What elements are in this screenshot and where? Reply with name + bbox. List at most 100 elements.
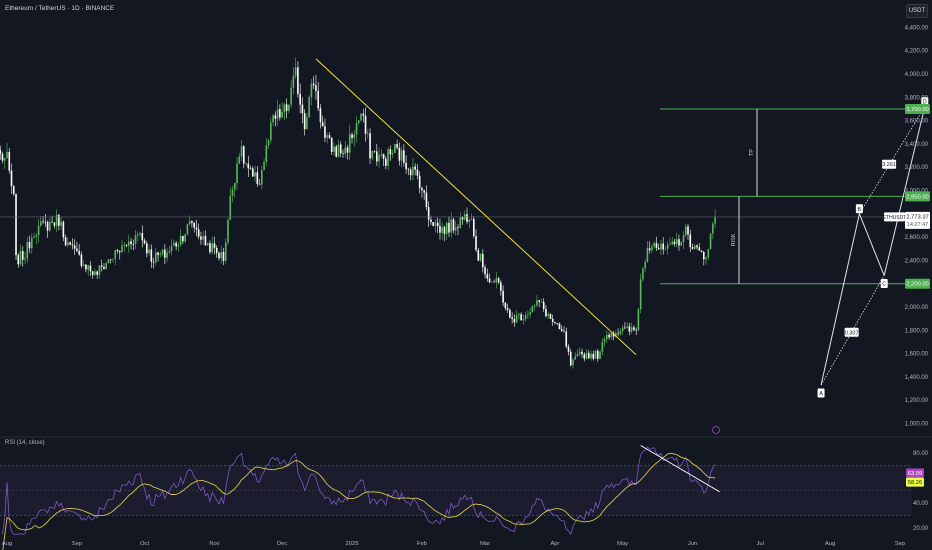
candle-body: [150, 249, 153, 262]
candle-body: [308, 97, 310, 118]
abcd-point-b-box: [855, 204, 863, 214]
candle-body: [468, 219, 471, 222]
candle-body: [587, 353, 590, 359]
candle-body: [448, 222, 450, 233]
candle-body: [175, 242, 177, 247]
candle-body: [488, 278, 491, 283]
currency-button[interactable]: USDT: [906, 4, 928, 18]
candle-body: [477, 250, 480, 261]
candle-body: [127, 241, 130, 246]
rsi-ma-label: 58.26: [908, 480, 923, 486]
candle-body: [529, 312, 531, 315]
candle-body: [51, 221, 53, 223]
drawings[interactable]: TP RISK A B C D 0.307 3.261: [0, 58, 929, 434]
candle-body: [19, 251, 22, 265]
candle-body: [123, 245, 126, 246]
candle-body: [0, 150, 2, 154]
symbol-tag-label: ETHUSDT: [883, 215, 907, 221]
price-tick-label: 1,200.00: [905, 398, 929, 404]
price-axis[interactable]: 4,400.00 4,200.00 4,000.00 3,800.00 3,600.00…: [2, 25, 930, 547]
time-tick-label: Sep: [895, 541, 905, 547]
candle-body: [297, 67, 299, 94]
candle-body: [617, 333, 619, 334]
candle-body: [624, 327, 626, 329]
candle-body: [78, 250, 80, 255]
candle-body: [439, 225, 441, 233]
candle-body: [1, 153, 4, 161]
candle-body: [633, 327, 635, 330]
candle-body: [67, 242, 69, 246]
abcd-leg: [858, 213, 885, 276]
price-tick-label: 4,000.00: [905, 72, 929, 78]
candle-body: [12, 186, 15, 195]
rsi-ma-tag: [906, 477, 924, 487]
time-tick-label: May: [617, 541, 628, 547]
candle-body: [430, 219, 432, 223]
candle-body: [606, 334, 608, 340]
candle-body: [556, 322, 559, 324]
candle-body: [680, 242, 683, 246]
candle-body: [527, 314, 529, 316]
candle-body: [378, 155, 380, 162]
rsi-pane[interactable]: [0, 445, 912, 550]
candle-body: [436, 222, 439, 226]
candle-body: [33, 236, 35, 238]
candle-body: [709, 233, 712, 249]
price-tick-label: 1,000.00: [905, 422, 929, 428]
candle-body: [619, 331, 622, 334]
candle-body: [109, 259, 112, 261]
candle-body: [389, 149, 392, 155]
candle-body: [538, 300, 540, 302]
candle-body: [522, 319, 525, 321]
candle-body: [702, 252, 705, 260]
rsi-line: [2, 446, 716, 536]
candle-body: [635, 329, 637, 331]
candle-body: [62, 221, 65, 238]
level-price-label: 2,950.00: [906, 194, 929, 200]
candle-body: [15, 194, 17, 256]
candle-body: [403, 150, 405, 163]
candle-body: [470, 218, 473, 220]
candle-body: [373, 150, 376, 152]
time-tick-label: 2025: [346, 541, 359, 547]
candle-body: [581, 351, 583, 355]
candle-body: [533, 305, 536, 307]
candle-body: [107, 259, 110, 264]
candle-body: [547, 314, 549, 317]
level-price-label: 2,200.00: [906, 282, 929, 288]
time-tick-label: Sep: [72, 541, 82, 547]
candle-body: [105, 263, 108, 269]
candle-body: [608, 334, 610, 338]
abcd-point-a-box: [817, 388, 825, 398]
candle-body: [644, 262, 646, 269]
candle-body: [603, 339, 606, 342]
candle-body: [671, 241, 674, 245]
candle-body: [346, 147, 349, 153]
candle-body: [445, 222, 448, 234]
candle-body: [705, 257, 707, 260]
candle-body: [290, 87, 292, 105]
candle-body: [91, 271, 94, 275]
candle-body: [141, 233, 144, 241]
candle-body: [112, 258, 114, 260]
candle-body: [443, 227, 446, 234]
candle-body: [344, 147, 347, 154]
candle-body: [152, 261, 155, 263]
candle-body: [301, 104, 304, 114]
candle-body: [597, 350, 599, 359]
candle-body: [592, 353, 595, 359]
candle-body: [82, 264, 85, 266]
candle-body: [116, 250, 119, 252]
time-tick-label: Nov: [209, 541, 219, 547]
candle-body: [310, 83, 313, 98]
candle-body: [100, 265, 103, 267]
candle-body: [497, 278, 500, 283]
rsi-legend[interactable]: RSI (14, close): [5, 440, 45, 446]
symbol-title[interactable]: Ethereum / TetherUS · 1D · BINANCE: [5, 5, 115, 12]
candle-body: [545, 308, 547, 317]
candle-body: [60, 221, 62, 226]
candle-body: [279, 109, 281, 118]
candle-body: [87, 265, 89, 270]
candle-body: [328, 135, 331, 138]
